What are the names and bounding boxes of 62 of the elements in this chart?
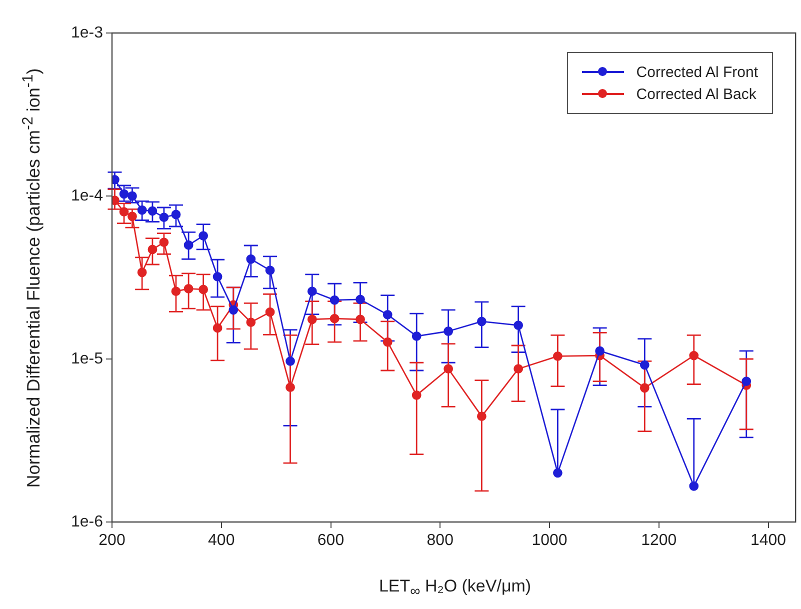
point (212, 323, 222, 333)
point (307, 286, 317, 296)
x-tick-label: 1200 (641, 532, 677, 550)
point (476, 412, 486, 422)
y-tick-label: 1e-6 (70, 513, 104, 530)
point (382, 337, 392, 347)
point (286, 382, 295, 392)
point (137, 205, 147, 215)
x-tick-label: 200 (98, 532, 126, 550)
point (159, 212, 169, 222)
point (689, 481, 699, 491)
point (412, 390, 422, 400)
point (265, 266, 275, 276)
point (444, 326, 454, 336)
point (159, 238, 169, 247)
x-tick-label: 600 (317, 532, 344, 550)
point (640, 360, 650, 370)
x-tick-label: 1000 (532, 532, 568, 550)
point (356, 294, 365, 304)
point (198, 284, 208, 294)
point (640, 383, 650, 393)
point (382, 310, 392, 320)
point (265, 307, 275, 317)
point (228, 305, 238, 315)
point (246, 254, 256, 264)
point (689, 350, 699, 360)
point (514, 320, 524, 330)
point (137, 268, 147, 278)
point (553, 352, 562, 361)
point (128, 212, 137, 222)
x-tick-label: 1400 (750, 532, 786, 550)
point (246, 318, 256, 327)
x-tick-label: 800 (426, 532, 454, 550)
point (184, 284, 194, 294)
point (307, 314, 317, 324)
point (356, 314, 365, 324)
point (212, 272, 222, 282)
point (553, 468, 562, 478)
point (286, 356, 295, 366)
point (148, 206, 158, 216)
y-tick-label: 1e-3 (70, 24, 104, 42)
point (330, 314, 340, 324)
point (198, 231, 208, 240)
point (171, 210, 181, 220)
point (171, 286, 181, 296)
x-axis-title: LET$_{∞}$ H₂O (keV/μm) (378, 576, 532, 600)
y-tick-label: 1e-5 (70, 350, 104, 368)
y-tick-label: 1e-4 (70, 187, 104, 204)
point (514, 364, 524, 374)
point (412, 332, 422, 341)
point (128, 191, 137, 201)
point (742, 376, 752, 386)
point (119, 207, 129, 216)
point (595, 346, 605, 356)
point (184, 240, 194, 250)
legend-label: Corrected Al Front (636, 64, 758, 80)
legend-label: Corrected Al Back (636, 86, 756, 102)
point (444, 364, 454, 374)
x-tick-label: 400 (208, 532, 235, 550)
point (476, 316, 486, 326)
point (148, 244, 158, 254)
point (330, 295, 340, 305)
